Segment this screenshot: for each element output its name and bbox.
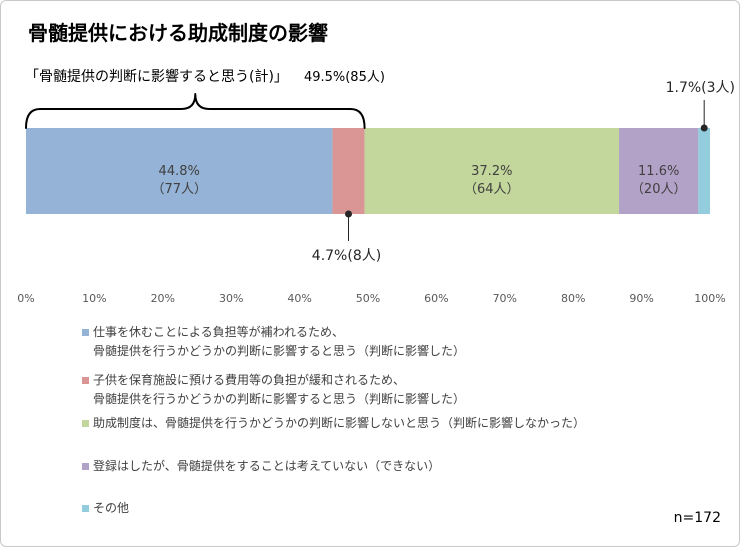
legend-label: 子供を保育施設に預ける費用等の負担が緩和されるため、 骨髄提供を行うかどうかの判… [93,373,466,406]
callout-dot [700,124,708,132]
x-tick-label: 20% [151,292,175,305]
bar-segment-1 [26,128,333,214]
x-tick-label: 50% [356,292,380,305]
segment-callouts: 4.7%(8人) 1.7%(3人) [312,80,735,264]
group-annotation-value: 49.5%(85人) [303,70,385,85]
group-annotation-label: 「骨髄提供の判断に影響すると思う(計)」 [25,69,288,85]
chart-title: 骨髄提供における助成制度の影響 [28,21,328,45]
group-bracket [25,93,366,129]
segment-count-label: （20人） [631,182,687,197]
legend-label: 助成制度は、骨髄提供を行うかどうかの判断に影響しないと思う（判断に影響しなかった… [93,416,586,430]
x-tick-label: 40% [287,292,311,305]
segment-percent-label: 37.2% [471,164,512,179]
legend-label: 仕事を休むことによる負担等が補われるため、 骨髄提供を行うかどうかの判断に影響す… [93,325,466,358]
legend-swatch [82,420,89,427]
bar-segment-3 [364,128,620,214]
segment-count-label: （77人） [151,182,207,197]
legend-swatch [82,377,89,384]
bar-segment-4 [619,128,699,214]
segment-count-label: （64人） [464,182,520,197]
x-axis-tick-labels: 0% 10% 20% 30% 40% 50% 60% 70% 80% 90% 100% [17,292,725,305]
segment-percent-label: 44.8% [159,164,200,179]
x-tick-label: 10% [82,292,106,305]
x-tick-label: 30% [219,292,243,305]
legend-label: 登録はしたが、骨髄提供をすることは考えていない（できない） [93,459,441,473]
x-tick-label: 0% [17,292,34,305]
x-tick-label: 90% [629,292,653,305]
x-tick-label: 100% [694,292,725,305]
segment-labels: 44.8% （77人） 37.2% （64人） 11.6% （20人） [151,164,686,197]
bar-segment-2 [332,128,365,214]
segment-callout-label: 4.7%(8人) [312,248,381,264]
legend-label: その他 [93,501,130,515]
callout-dot [345,210,353,218]
x-tick-label: 70% [493,292,517,305]
sample-size-label: n=172 [673,510,721,526]
x-tick-label: 60% [424,292,448,305]
legend-swatch [82,463,89,470]
segment-percent-label: 11.6% [638,164,679,179]
group-annotation: 「骨髄提供の判断に影響すると思う(計)」 49.5%(85人) [25,66,385,88]
x-tick-label: 80% [561,292,585,305]
bar-segment-5 [698,128,710,214]
legend-swatch [82,505,89,512]
segment-callout-label: 1.7%(3人) [666,80,735,96]
bar-segments [26,128,710,214]
legend-swatch [82,329,89,336]
